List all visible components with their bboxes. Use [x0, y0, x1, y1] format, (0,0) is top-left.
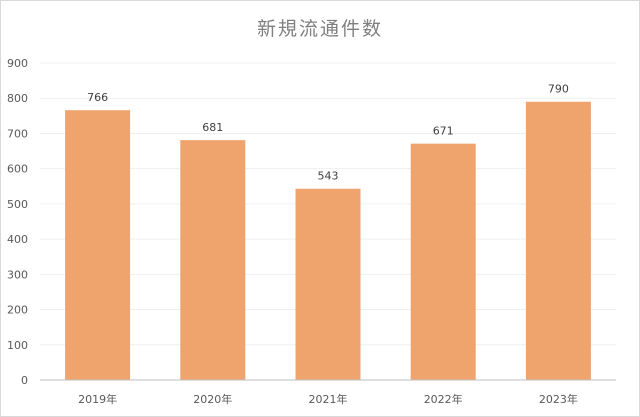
y-tick-label: 700 — [7, 127, 28, 140]
y-tick-label: 500 — [7, 198, 28, 211]
bar — [410, 143, 476, 380]
y-tick-label: 200 — [7, 304, 28, 317]
y-tick-label: 300 — [7, 268, 28, 281]
bar — [65, 110, 131, 380]
y-tick-label: 600 — [7, 163, 28, 176]
y-tick-label: 900 — [7, 57, 28, 70]
bar — [295, 188, 361, 380]
chart-title: 新規流通件数 — [256, 18, 383, 40]
data-label: 543 — [318, 170, 339, 183]
x-tick-label: 2023年 — [539, 392, 578, 406]
y-tick-label: 0 — [21, 374, 28, 387]
bar — [525, 101, 591, 380]
y-tick-label: 800 — [7, 92, 28, 105]
bar — [180, 140, 246, 380]
x-tick-label: 2021年 — [309, 392, 348, 406]
y-tick-label: 400 — [7, 233, 28, 246]
x-tick-label: 2019年 — [78, 392, 117, 406]
y-tick-label: 100 — [7, 339, 28, 352]
data-label: 671 — [433, 125, 454, 138]
data-label: 790 — [548, 83, 569, 96]
x-tick-label: 2022年 — [424, 392, 463, 406]
x-tick-label: 2020年 — [193, 392, 232, 406]
data-label: 766 — [87, 91, 108, 104]
data-label: 681 — [202, 121, 223, 134]
